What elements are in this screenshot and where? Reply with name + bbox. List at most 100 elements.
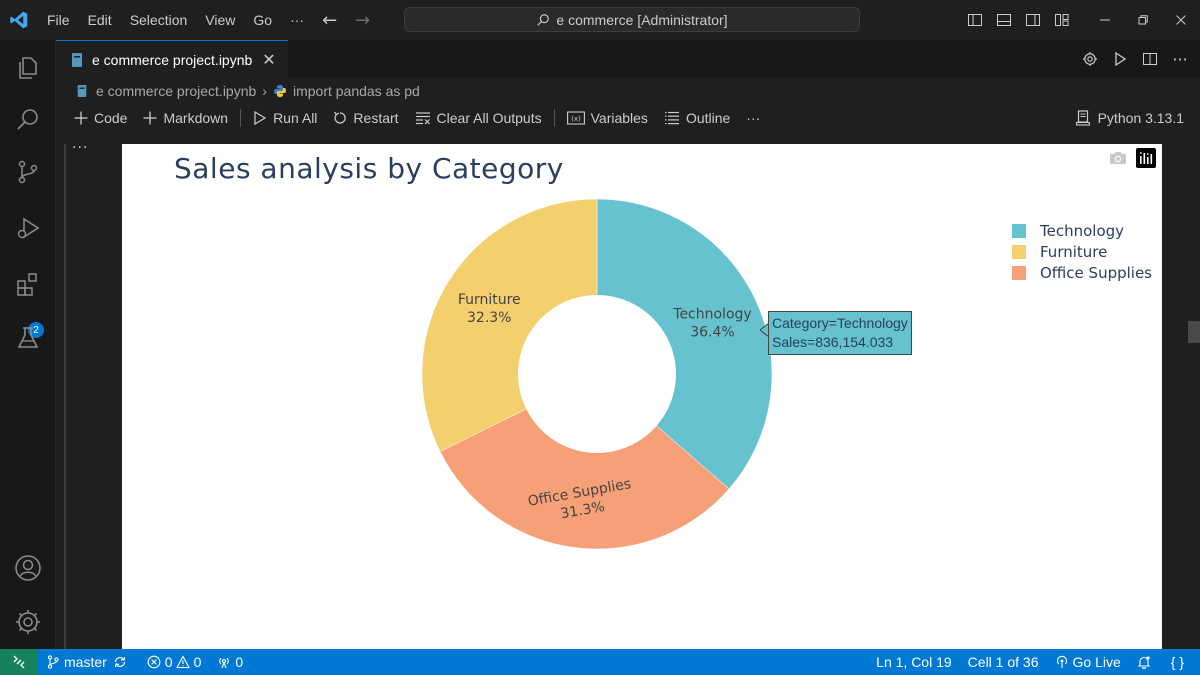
run-debug-icon[interactable] [0,204,56,252]
clear-all-icon [415,112,430,125]
breadcrumb-file[interactable]: e commerce project.ipynb [96,83,257,99]
toggle-panel-icon[interactable] [989,0,1018,40]
branch-label: master [64,654,107,670]
menu-selection[interactable]: Selection [129,12,188,28]
editor-tab-bar: e commerce project.ipynb ✕ ··· [56,40,1200,78]
legend-item-technology[interactable]: Technology [1012,220,1152,241]
legend-item-office-supplies[interactable]: Office Supplies [1012,262,1152,283]
outline-label: Outline [685,110,731,126]
back-arrow-icon[interactable]: ← [322,9,338,31]
toggle-secondary-sidebar-icon[interactable] [1018,0,1047,40]
cell-focus-indicator [64,144,66,649]
source-control-icon[interactable] [0,148,56,196]
explorer-icon[interactable] [0,44,56,92]
legend-swatch [1012,244,1026,259]
camera-icon[interactable] [1108,150,1128,170]
error-count: 0 [164,654,173,670]
ports-status[interactable]: 0 [209,649,251,675]
restart-icon [334,111,347,124]
slice-label: Technology [672,306,751,322]
notebook-toolbar: Code Markdown Run All Restart Clear All … [56,104,1200,132]
accounts-icon[interactable] [0,544,56,592]
restore-icon[interactable] [1124,0,1162,40]
cell-output-actions[interactable]: ··· [72,140,89,156]
python-icon [273,85,286,97]
svg-text:(x): (x) [571,115,581,123]
close-tab-icon[interactable]: ✕ [262,50,276,69]
title-bar-controls [960,0,1200,40]
chevron-right-icon: › [262,83,267,99]
customize-layout-icon[interactable] [1047,0,1076,40]
warning-count: 0 [193,654,202,670]
warning-icon [175,655,190,669]
language-braces-icon[interactable]: { } [1170,654,1184,670]
tab-actions: ··· [1078,40,1192,78]
variables-label: Variables [590,110,648,126]
slice-furniture[interactable] [421,198,598,452]
add-markdown-button[interactable]: Markdown [135,104,236,132]
manage-gear-icon[interactable] [0,598,56,646]
settings-gear-icon[interactable] [1078,47,1102,71]
plot-modebar [1108,148,1156,172]
slice-label: Furniture [458,292,521,308]
minimize-icon[interactable] [1086,0,1124,40]
cursor-position[interactable]: Ln 1, Col 19 [876,654,952,670]
toggle-primary-sidebar-icon[interactable] [960,0,989,40]
ports-count: 0 [235,654,244,670]
clear-all-outputs-button[interactable]: Clear All Outputs [407,104,550,132]
toolbar-more-button[interactable]: ··· [746,110,761,126]
command-center-label: e commerce [Administrator] [556,11,728,28]
run-icon[interactable] [1108,47,1132,71]
tab-notebook[interactable]: e commerce project.ipynb ✕ [56,40,288,78]
breadcrumb: e commerce project.ipynb › import pandas… [56,78,1200,104]
legend-swatch [1012,265,1026,280]
status-bar: master 0 0 0 Ln 1, Col 19 Cell 1 of 36 G… [0,649,1200,675]
slice-label-group: Furniture 32.3% [458,292,521,326]
search-activity-icon[interactable] [0,96,56,144]
variables-button[interactable]: (x) Variables [559,104,656,132]
run-all-button[interactable]: Run All [245,104,325,132]
remote-icon [13,655,25,669]
extensions-badge: 2 [28,322,44,338]
restart-label: Restart [353,110,399,126]
slice-label-group: Technology 36.4% [672,306,751,340]
command-center[interactable]: e commerce [Administrator] [404,7,860,32]
menu-file[interactable]: File [47,12,70,28]
menu-go[interactable]: Go [253,12,273,28]
more-actions-icon[interactable]: ··· [1172,49,1188,69]
close-window-icon[interactable] [1162,0,1200,40]
legend-item-furniture[interactable]: Furniture [1012,241,1152,262]
outline-button[interactable]: Outline [656,104,738,132]
notifications-icon[interactable] [1129,649,1163,675]
variables-icon: (x) [566,111,585,125]
remote-indicator[interactable] [0,649,38,675]
plus-icon [143,111,157,125]
search-icon [537,13,550,26]
cell-indicator[interactable]: Cell 1 of 36 [967,654,1039,670]
branch-status[interactable]: master [38,649,139,675]
notebook-file-icon [77,85,87,97]
extensions-icon[interactable] [0,260,56,308]
breadcrumb-cell[interactable]: import pandas as pd [292,83,420,99]
donut-chart[interactable]: Technology 36.4% Office Supplies 31.3% Furni… [122,144,1162,649]
kernel-icon [1075,110,1090,126]
editor-scrollbar[interactable] [1188,321,1200,343]
split-editor-icon[interactable] [1138,47,1162,71]
go-live-button[interactable]: Go Live [1047,649,1129,675]
problems-status[interactable]: 0 0 [139,649,210,675]
add-code-button[interactable]: Code [66,104,135,132]
kernel-picker[interactable]: Python 3.13.1 [1075,104,1184,132]
menu-edit[interactable]: Edit [87,12,112,28]
restart-button[interactable]: Restart [325,104,406,132]
testing-icon[interactable] [0,314,56,362]
plotly-logo-icon[interactable] [1136,148,1156,172]
slice-office-supplies[interactable] [439,408,730,550]
broadcast-icon [219,657,230,669]
chart-hover-tooltip: Category=Technology Sales=836,154.033 [768,311,912,355]
slice-percent: 31.3% [559,499,606,522]
forward-arrow-icon[interactable]: → [355,9,371,31]
outline-icon [664,111,679,125]
slice-technology[interactable] [596,198,773,490]
menu-view[interactable]: View [205,12,236,28]
menu-more[interactable]: ··· [290,12,305,28]
